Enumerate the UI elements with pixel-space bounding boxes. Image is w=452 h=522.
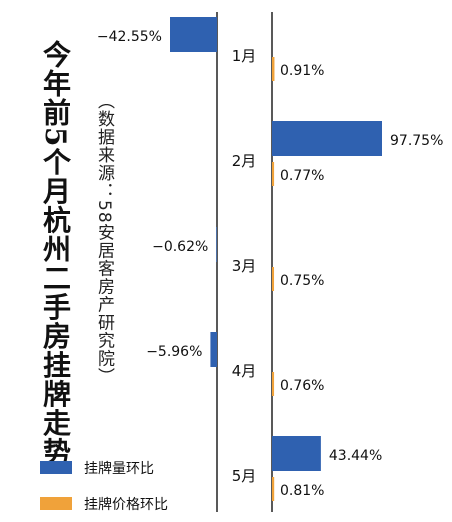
label-listing-volume-1: −42.55%: [97, 29, 162, 45]
source-note: （数据来源：58安居客房产研究院）: [94, 92, 114, 386]
label-listing-price-2: 0.77%: [280, 168, 324, 184]
label-listing-volume-4: −5.96%: [146, 344, 202, 360]
bar-listing-price-5: [272, 477, 275, 501]
bar-listing-volume-5: [272, 436, 321, 471]
legend-swatch-listing-volume: [40, 461, 72, 474]
chart-title: 今年前5个月杭州二手房挂牌走势: [39, 40, 72, 467]
legend-swatch-listing-price: [40, 497, 72, 510]
label-listing-price-4: 0.76%: [280, 378, 324, 394]
bar-listing-price-4: [272, 372, 275, 396]
label-listing-price-3: 0.75%: [280, 273, 324, 289]
bar-listing-price-1: [272, 57, 275, 81]
bar-listing-volume-3: [216, 227, 217, 262]
month-label-5: 5月: [232, 467, 257, 485]
bar-listing-price-2: [272, 162, 275, 186]
month-label-1: 1月: [232, 47, 257, 65]
legend-label-listing-volume: 挂牌量环比: [84, 461, 154, 477]
label-listing-price-5: 0.81%: [280, 483, 324, 499]
bar-listing-volume-1: [170, 17, 217, 52]
month-label-4: 4月: [232, 362, 257, 380]
label-listing-volume-5: 43.44%: [329, 448, 382, 464]
label-listing-volume-2: 97.75%: [390, 133, 443, 149]
bar-listing-price-3: [272, 267, 275, 291]
bar-listing-volume-2: [272, 121, 382, 156]
label-listing-volume-3: −0.62%: [152, 239, 208, 255]
month-label-3: 3月: [232, 257, 257, 275]
label-listing-price-1: 0.91%: [280, 63, 324, 79]
month-label-2: 2月: [232, 152, 257, 170]
bar-listing-volume-4: [210, 332, 217, 367]
legend-label-listing-price: 挂牌价格环比: [84, 497, 168, 513]
